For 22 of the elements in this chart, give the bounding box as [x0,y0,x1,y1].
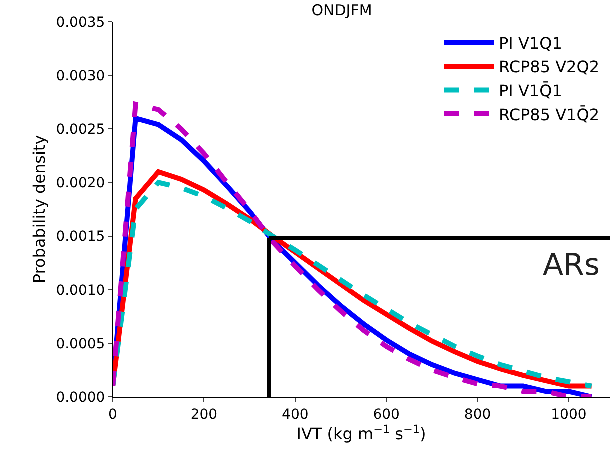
y-axis-title: Probability density [30,135,50,284]
x-tick-label: 800 [464,406,492,423]
y-tick-label: 0.0015 [56,229,106,246]
x-tick-label: 200 [190,406,218,423]
legend-label: PI V1Q1 [499,34,562,53]
x-tick-label: 400 [282,406,309,423]
chart-title: ONDJFM [312,1,372,20]
y-tick-label: 0.0020 [56,176,106,192]
legend-label: PI V1Q̄1 [499,81,562,100]
y-tick-label: 0.0010 [56,282,106,299]
x-tick-label: 600 [373,406,400,423]
y-tick-label: 0.0030 [56,68,106,84]
x-tick-label: 1000 [551,406,587,423]
y-tick-label: 0.0035 [56,14,106,31]
ref-line-label: ARs [543,248,600,283]
y-tick-label: 0.0000 [56,390,106,406]
y-tick-label: 0.0025 [56,122,106,138]
legend-label: RCP85 V2Q2 [499,58,600,77]
x-tick-label: 0 [108,406,118,423]
y-tick-label: 0.0005 [56,336,106,352]
x-axis-title: IVT (kg m$^{−1}$ s$^{−1}$) [296,422,426,444]
legend-label: RCP85 V1Q̄2 [499,105,600,124]
